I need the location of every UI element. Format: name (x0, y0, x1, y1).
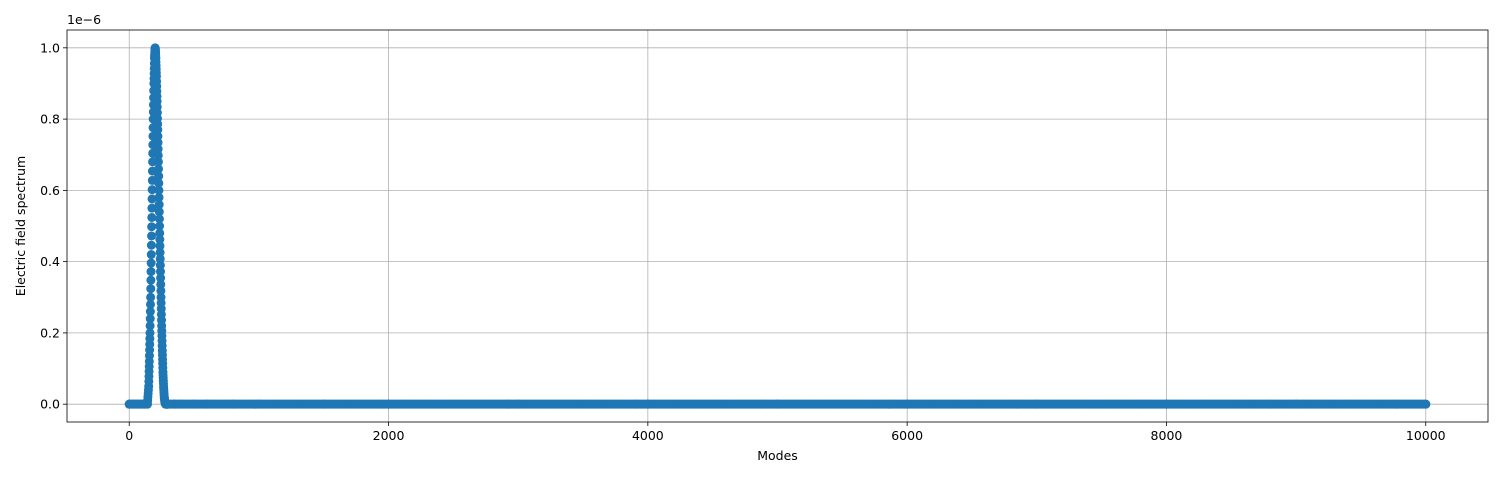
x-tick-label: 0 (125, 428, 133, 443)
data-point (146, 258, 156, 268)
y-tick-label: 0.8 (40, 112, 60, 127)
data-point (155, 241, 165, 251)
data-point (145, 321, 155, 331)
y-tick-label: 1.0 (40, 40, 60, 55)
data-point (157, 341, 167, 351)
axis-ticks: 0 2000 4000 6000 8000 10000 0.0 0.2 0.4 0.6 0.8 1.0 (40, 40, 1446, 443)
data-point (145, 307, 155, 317)
plot-area-frame (66, 29, 1489, 423)
data-point (153, 150, 163, 160)
data-point (146, 292, 156, 302)
data-point (154, 200, 164, 210)
data-point (146, 240, 156, 250)
data-point (157, 315, 167, 325)
data-point (147, 231, 157, 241)
data-point (156, 286, 166, 296)
data-point (147, 203, 157, 213)
data-point (151, 68, 161, 78)
data-point (155, 254, 165, 264)
data-point (152, 91, 162, 101)
data-point (155, 267, 165, 277)
y-tick-label: 0.0 (40, 397, 60, 412)
data-point (154, 207, 164, 217)
data-point (145, 314, 155, 324)
data-points (124, 43, 1431, 409)
data-point (147, 185, 157, 195)
data-point (146, 275, 156, 285)
data-point (145, 334, 155, 344)
x-tick-label: 8000 (1151, 428, 1183, 443)
data-point (155, 235, 165, 245)
data-point (156, 279, 166, 289)
data-point (155, 247, 165, 257)
y-offset-label: 1e−6 (67, 12, 101, 27)
data-point (163, 399, 173, 409)
data-point (146, 267, 156, 277)
data-point (146, 250, 156, 260)
data-point (154, 185, 164, 195)
data-point (153, 144, 163, 154)
y-axis-label: Electric field spectrum (13, 156, 28, 296)
x-tick-label: 10000 (1406, 428, 1446, 443)
data-point (153, 131, 163, 141)
data-point (153, 138, 163, 148)
data-point (153, 119, 163, 129)
data-point (146, 284, 156, 294)
data-point (153, 157, 163, 167)
data-point (154, 171, 164, 181)
data-point (145, 299, 155, 309)
data-point (143, 385, 153, 395)
data-point (147, 222, 157, 232)
x-tick-label: 6000 (891, 428, 923, 443)
data-point (147, 212, 157, 222)
y-tick-label: 0.6 (40, 183, 60, 198)
data-point (144, 361, 154, 371)
data-point (155, 221, 165, 231)
data-point (155, 228, 165, 238)
data-point (158, 363, 168, 373)
data-point (155, 260, 165, 270)
data-point (154, 164, 164, 174)
y-tick-label: 0.4 (40, 254, 60, 269)
data-point (1421, 399, 1431, 409)
data-point (154, 214, 164, 224)
y-tick-label: 0.2 (40, 325, 60, 340)
x-tick-label: 2000 (373, 428, 405, 443)
x-axis-label: Modes (757, 448, 798, 463)
x-tick-label: 4000 (632, 428, 664, 443)
data-point (154, 178, 164, 188)
data-point (156, 273, 166, 283)
data-point (147, 194, 157, 204)
data-point (154, 192, 164, 202)
